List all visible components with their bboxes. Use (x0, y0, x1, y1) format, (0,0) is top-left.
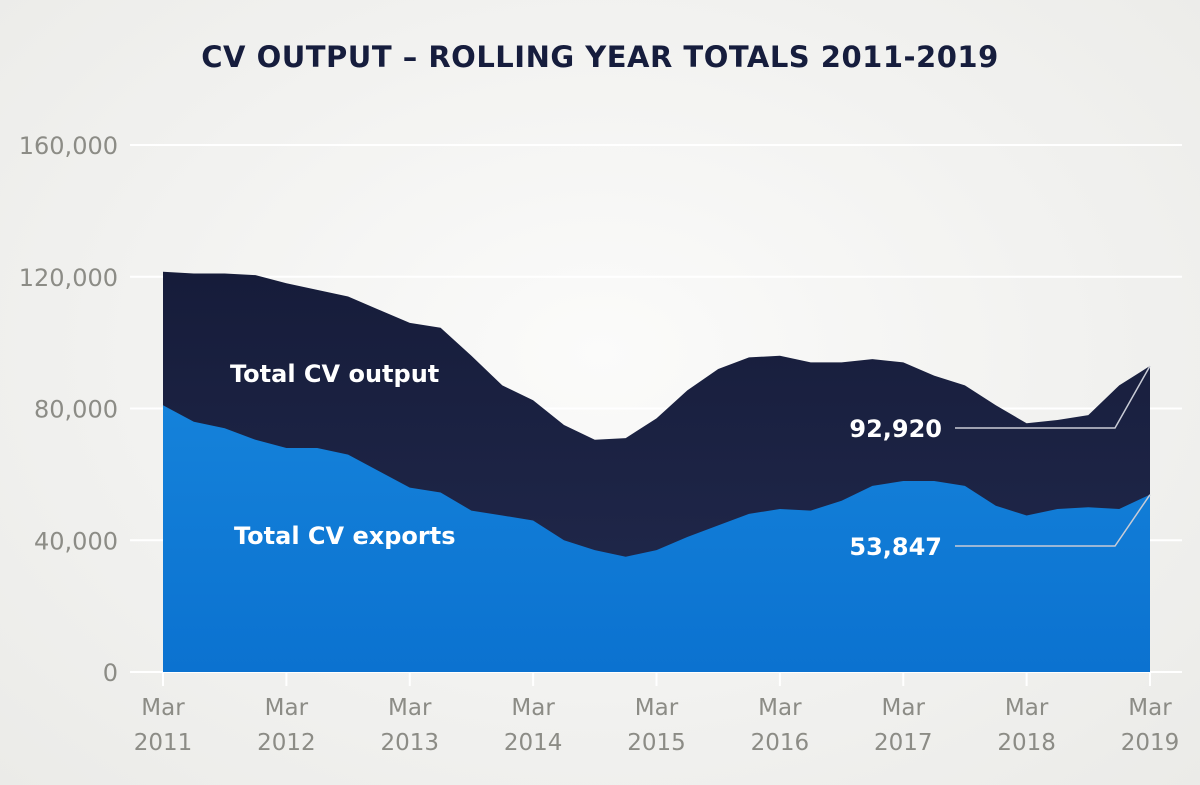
x-tick-year: 2011 (134, 730, 193, 756)
x-tick-year: 2016 (751, 730, 810, 756)
x-tick-year: 2013 (380, 730, 439, 756)
x-tick-month: Mar (882, 695, 926, 721)
x-tick-month: Mar (635, 695, 679, 721)
x-tick-year: 2014 (504, 730, 563, 756)
x-tick-year: 2018 (997, 730, 1056, 756)
y-tick-label: 80,000 (34, 396, 118, 424)
x-tick-year: 2012 (257, 730, 316, 756)
x-tick-year: 2015 (627, 730, 686, 756)
x-tick-year: 2017 (874, 730, 933, 756)
x-tick-month: Mar (758, 695, 802, 721)
x-tick-month: Mar (1005, 695, 1049, 721)
x-tick-year: 2019 (1121, 730, 1180, 756)
area-total-cv-exports (163, 405, 1150, 672)
annotations: Total CV output Total CV exports 92,920 53,… (230, 360, 1151, 561)
y-tick-label: 160,000 (19, 132, 118, 160)
series-label-exports: Total CV exports (234, 522, 455, 550)
annotation-leader-line (955, 365, 1151, 429)
x-tick-month: Mar (1128, 695, 1172, 721)
x-tick-month: Mar (511, 695, 555, 721)
areas (163, 271, 1150, 672)
y-tick-label: 40,000 (34, 527, 118, 555)
x-tick-month: Mar (265, 695, 309, 721)
x-tick-month: Mar (141, 695, 185, 721)
annotation-leader-line (955, 494, 1151, 547)
series-label-output: Total CV output (230, 360, 439, 388)
x-tick-month: Mar (388, 695, 432, 721)
axis-ticks: 0 40,000 80,000 120,000 160,000 Mar 2011 Mar 201… (19, 132, 1180, 756)
annotation-value: 53,847 (849, 533, 942, 561)
annotation-value: 92,920 (849, 415, 942, 443)
y-tick-label: 0 (103, 659, 118, 687)
chart-title: CV OUTPUT – ROLLING YEAR TOTALS 2011-201… (201, 40, 999, 74)
y-tick-label: 120,000 (19, 264, 118, 292)
